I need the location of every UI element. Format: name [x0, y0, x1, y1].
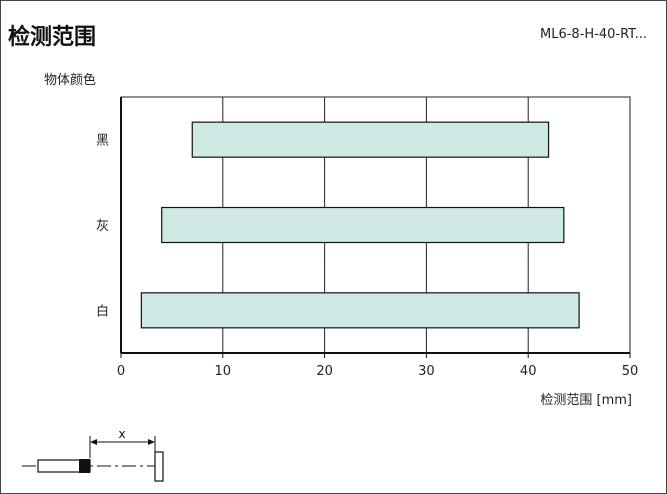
- target-object: [154, 451, 164, 482]
- dimension-arrow-right: [148, 439, 155, 445]
- x-tick-label: 10: [215, 364, 232, 379]
- bar-1: [191, 121, 550, 158]
- category-label: 灰: [96, 219, 109, 234]
- x-tick-label: 0: [117, 364, 125, 379]
- x-ticks: 0 10 20 30 40 50: [117, 353, 638, 379]
- y-axis-label: 物体颜色: [44, 72, 96, 88]
- distance-label: x: [118, 427, 125, 441]
- x-tick-label: 40: [520, 364, 537, 379]
- x-tick-label: 30: [418, 364, 435, 379]
- bar-3: [140, 292, 580, 329]
- sensor-lens: [79, 459, 90, 473]
- x-tick-label: 20: [316, 364, 333, 379]
- bar-2: [161, 206, 565, 244]
- category-labels: 黑灰白: [96, 134, 109, 320]
- category-label: 白: [96, 303, 109, 319]
- sensor-diagram: x: [22, 427, 164, 482]
- model-number: ML6-8-H-40-RT...: [540, 27, 647, 42]
- category-label: 黑: [96, 134, 109, 149]
- bars: [140, 121, 580, 329]
- x-axis-label: 检测范围 [mm]: [540, 393, 632, 408]
- dimension-arrow-left: [90, 439, 97, 445]
- x-tick-label: 50: [622, 364, 639, 379]
- page-title: 检测范围: [8, 24, 96, 50]
